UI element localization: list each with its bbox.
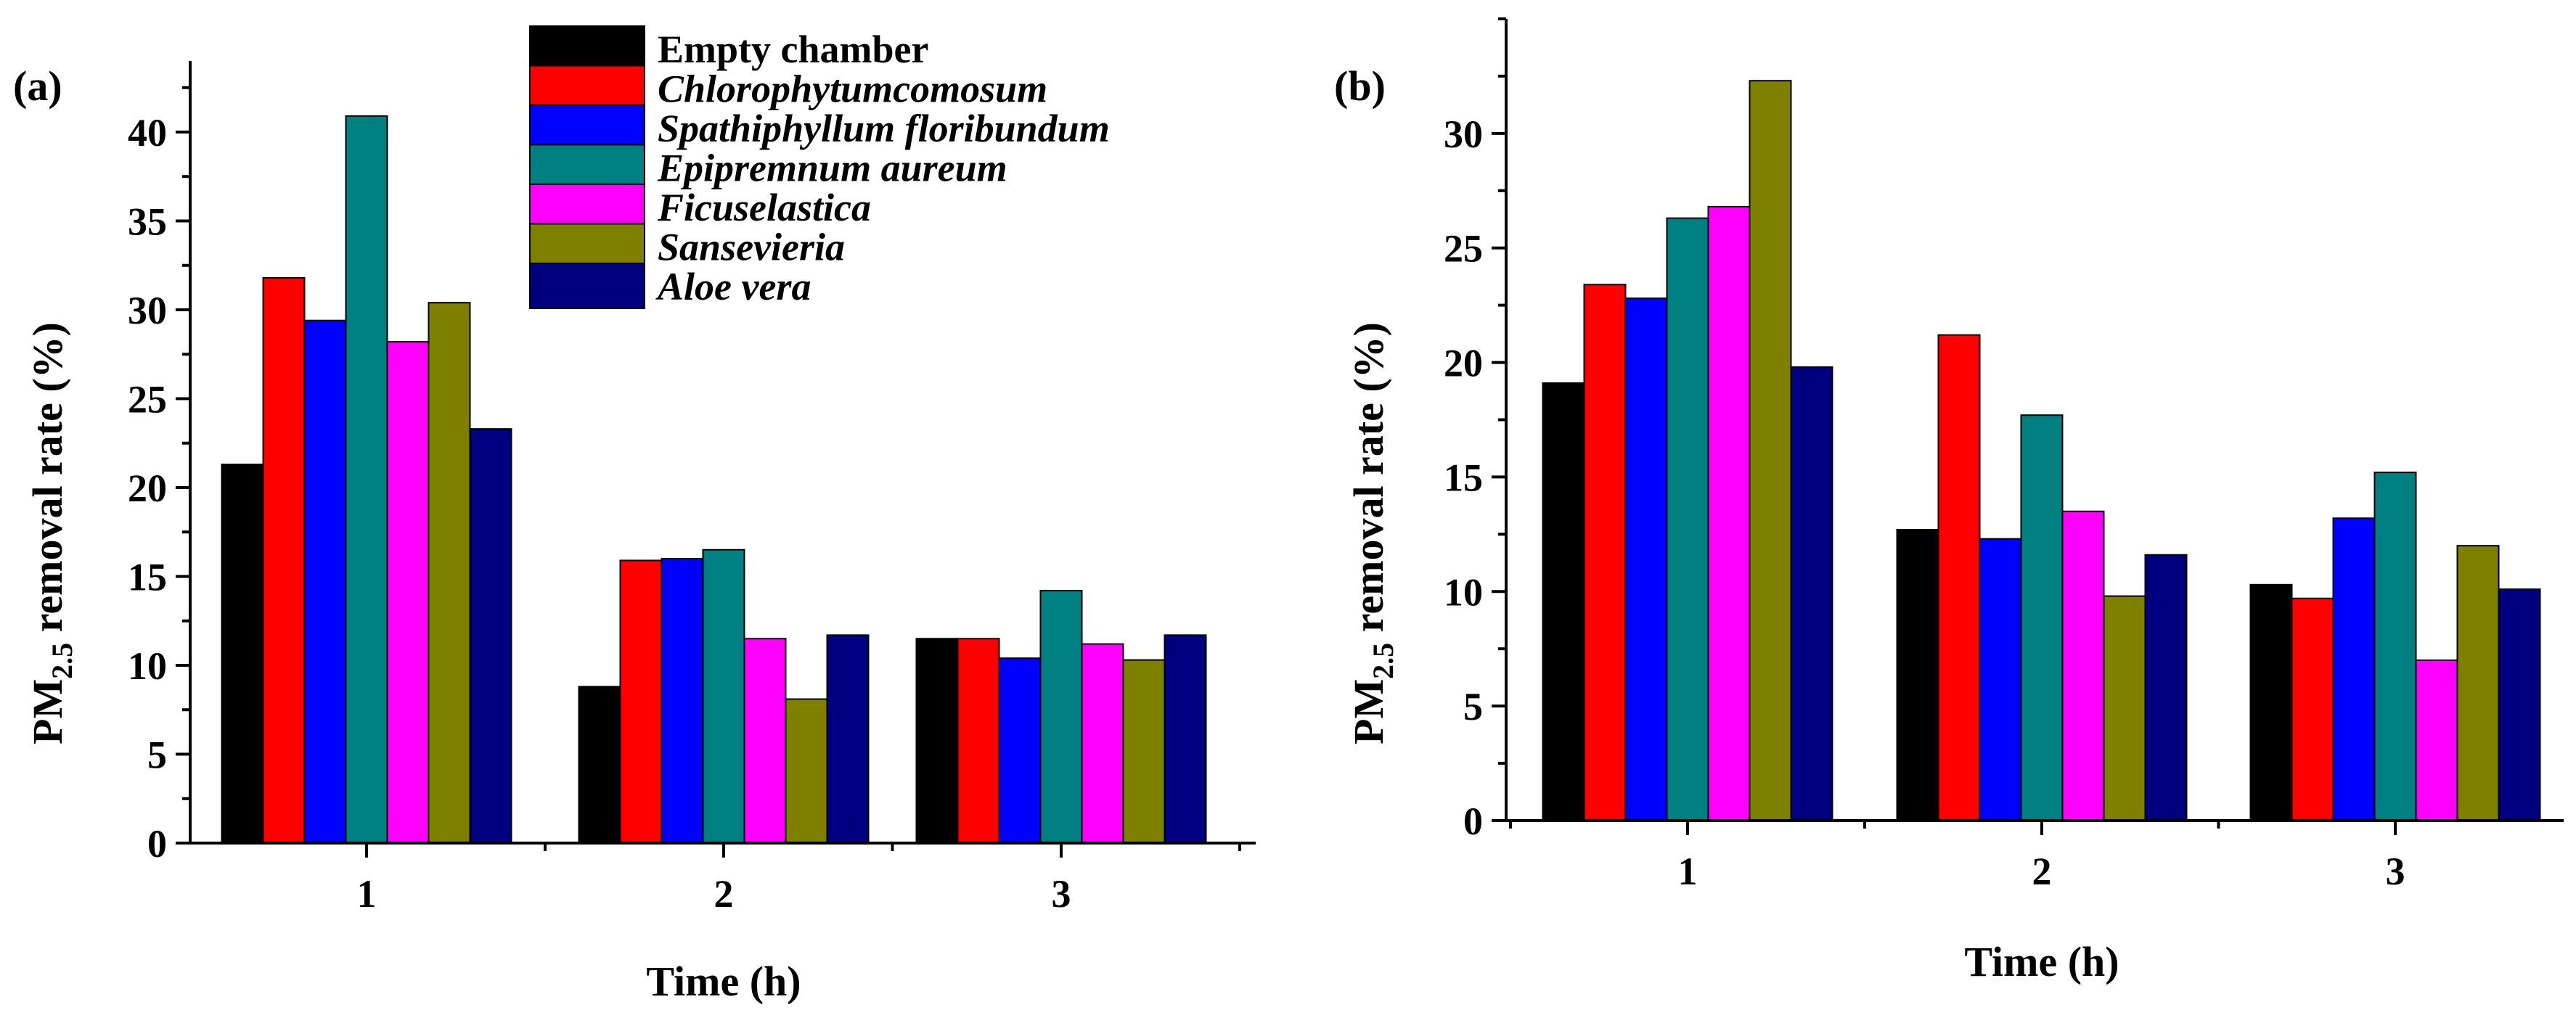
panel-a-bars <box>221 115 1207 845</box>
bar-aloe-vera-t2 <box>826 634 870 844</box>
panel-b-axes: 0 5 10 15 20 25 30 1 2 3 <box>1444 17 2564 893</box>
legend-swatch-chlorophytumcomosum <box>529 65 645 112</box>
panel-a-axes: 0 5 10 15 20 25 30 35 40 1 2 3 <box>128 61 1256 916</box>
panel-a-label: (a) <box>13 62 62 110</box>
bar-sansevieria-t2 <box>2103 595 2146 821</box>
legend-label: Sansevieria <box>658 226 845 269</box>
y-tick-label: 20 <box>128 467 167 510</box>
x-tick-label: 2 <box>2032 850 2052 893</box>
bar-chlorophytumcomosum-t2 <box>1937 334 1981 821</box>
bar-epipremnum-aureum-t2 <box>702 549 745 844</box>
y-tick-label: 25 <box>128 378 167 422</box>
y-tick-label: 30 <box>1444 112 1483 156</box>
bar-aloe-vera-t3 <box>2498 588 2541 822</box>
legend-label: Spathiphyllum floribundum <box>658 107 1110 150</box>
bar-epipremnum-aureum-t1 <box>1666 217 1709 821</box>
bar-spathiphyllum-floribundum-t3 <box>998 657 1042 845</box>
bar-epipremnum-aureum-t2 <box>2020 414 2064 821</box>
bar-aloe-vera-t3 <box>1164 634 1207 844</box>
bar-ficuselastica-t1 <box>386 341 430 845</box>
bar-spathiphyllum-floribundum-t1 <box>1624 297 1668 821</box>
bar-ficuselastica-t3 <box>1081 643 1124 844</box>
bar-ficuselastica-t1 <box>1707 205 1751 821</box>
legend-swatch-empty-chamber <box>529 25 645 72</box>
bar-epipremnum-aureum-t1 <box>345 115 388 844</box>
legend-swatch-ficuselastica <box>529 184 645 230</box>
legend-label: Chlorophytumcomosum <box>658 67 1047 111</box>
bar-sansevieria-t2 <box>785 698 828 844</box>
bar-spathiphyllum-floribundum-t1 <box>303 319 347 844</box>
x-tick-label: 1 <box>357 872 377 916</box>
legend: Empty chamberChlorophytumcomosumSpathiph… <box>529 25 1110 309</box>
bar-spathiphyllum-floribundum-t2 <box>1979 538 2022 822</box>
bar-chlorophytumcomosum-t1 <box>262 276 306 844</box>
legend-label: Epipremnum aureum <box>657 147 1007 190</box>
bar-empty-chamber-t2 <box>1896 529 1939 821</box>
bar-spathiphyllum-floribundum-t2 <box>661 558 704 844</box>
panel-b-label: (b) <box>1334 62 1386 110</box>
legend-label: Ficuselastica <box>657 186 871 229</box>
y-tick-label: 15 <box>128 556 167 599</box>
y-tick-label: 30 <box>128 289 167 332</box>
panel-b-y-axis-title: PM2.5 removal rate (%) <box>1345 322 1399 744</box>
chart-panel-b: (b) 0 5 10 15 20 25 30 1 2 3 Time (h) PM2.5 remov… <box>1334 17 2564 985</box>
x-tick-label: 2 <box>714 872 734 916</box>
bar-ficuselastica-t2 <box>2061 510 2105 821</box>
bar-chlorophytumcomosum-t3 <box>2291 597 2334 821</box>
bar-epipremnum-aureum-t3 <box>1039 590 1083 844</box>
panel-b-x-axis-title: Time (h) <box>1964 938 2119 985</box>
panel-a-y-axis-title: PM2.5 removal rate (%) <box>24 322 78 744</box>
bar-chlorophytumcomosum-t1 <box>1583 284 1627 821</box>
bar-empty-chamber-t1 <box>221 464 264 844</box>
chart-panel-a: (a) 0 5 10 15 20 25 30 35 40 1 2 3 Time (h) PM2.5 r… <box>13 25 1256 1005</box>
legend-label: Empty chamber <box>658 28 928 71</box>
bar-chlorophytumcomosum-t2 <box>619 559 663 844</box>
panel-a-x-axis-title: Time (h) <box>646 958 801 1005</box>
legend-swatch-spathiphyllum-floribundum <box>529 104 645 151</box>
x-tick-label: 3 <box>1052 872 1071 916</box>
bar-aloe-vera-t2 <box>2144 554 2188 821</box>
bar-chlorophytumcomosum-t3 <box>957 638 1000 844</box>
y-tick-label: 5 <box>147 734 167 777</box>
bar-sansevieria-t1 <box>1749 80 1792 821</box>
bar-spathiphyllum-floribundum-t3 <box>2332 517 2376 821</box>
bar-empty-chamber-t3 <box>2249 583 2293 821</box>
y-tick-label: 10 <box>128 644 167 688</box>
legend-swatch-sansevieria <box>529 223 645 270</box>
bar-aloe-vera-t1 <box>469 428 512 844</box>
bar-epipremnum-aureum-t3 <box>2373 472 2417 821</box>
bar-ficuselastica-t2 <box>743 638 787 844</box>
legend-swatch-aloe-vera <box>529 263 645 309</box>
legend-label: Aloe vera <box>655 265 811 308</box>
y-tick-label: 25 <box>1444 227 1483 271</box>
bar-ficuselastica-t3 <box>2415 660 2458 821</box>
y-tick-label: 35 <box>128 200 167 244</box>
y-tick-label: 20 <box>1444 342 1483 385</box>
y-tick-label: 40 <box>128 111 167 155</box>
panel-b-bars <box>1542 80 2541 822</box>
y-tick-label: 10 <box>1444 570 1483 614</box>
bar-sansevieria-t1 <box>428 302 471 844</box>
bar-sansevieria-t3 <box>2456 545 2500 822</box>
bar-empty-chamber-t2 <box>578 686 621 845</box>
x-tick-label: 1 <box>1678 850 1698 893</box>
bar-aloe-vera-t1 <box>1790 366 1833 821</box>
bar-empty-chamber-t3 <box>915 638 959 844</box>
y-tick-label: 0 <box>147 822 167 866</box>
bar-sansevieria-t3 <box>1122 659 1166 845</box>
y-tick-label: 0 <box>1463 800 1483 843</box>
legend-swatch-epipremnum-aureum <box>529 144 645 191</box>
y-tick-label: 15 <box>1444 456 1483 499</box>
y-tick-label: 5 <box>1463 685 1483 728</box>
bar-empty-chamber-t1 <box>1542 382 1585 821</box>
x-tick-label: 3 <box>2386 850 2405 893</box>
